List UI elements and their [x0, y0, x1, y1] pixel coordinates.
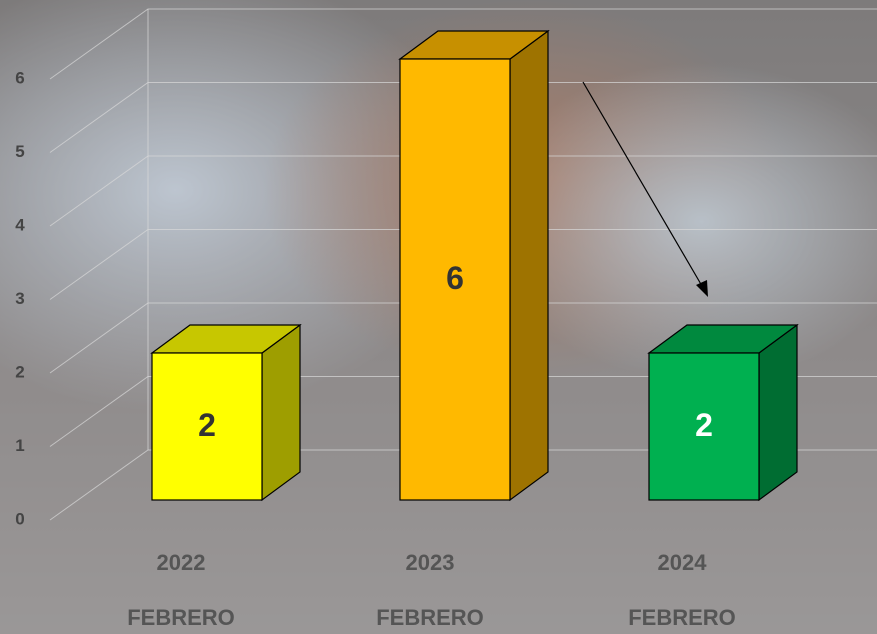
y-tick-label: 3 — [15, 289, 24, 308]
bar-side — [261, 323, 301, 502]
bars: 2 6 2 — [150, 29, 799, 502]
y-tick-label: 0 — [15, 509, 24, 528]
y-tick-label: 5 — [15, 142, 24, 161]
y-tick-label: 4 — [15, 215, 25, 234]
x-tick-sublabel: FEBRERO — [127, 605, 235, 630]
bar-side — [758, 323, 798, 502]
bar-front — [648, 352, 760, 501]
x-tick-label: 2023 — [406, 550, 455, 575]
value-label: 2 — [695, 407, 713, 443]
bar-front — [399, 58, 511, 501]
bar-front — [151, 352, 263, 501]
x-tick-sublabel: FEBRERO — [376, 605, 484, 630]
x-tick-sublabel: FEBRERO — [628, 605, 736, 630]
bar-side — [509, 29, 549, 502]
annotation-arrow — [582, 81, 708, 297]
x-tick-label: 2024 — [658, 550, 708, 575]
y-tick-label: 2 — [15, 362, 24, 381]
value-label: 6 — [446, 260, 464, 296]
y-tick-label: 1 — [15, 436, 24, 455]
bar: 2 — [150, 323, 302, 502]
grid — [49, 8, 877, 521]
x-tick-label: 2022 — [157, 550, 206, 575]
bar: 6 — [398, 29, 550, 502]
y-tick-label: 6 — [15, 68, 24, 87]
value-label: 2 — [198, 407, 216, 443]
bar: 2 — [647, 323, 799, 502]
